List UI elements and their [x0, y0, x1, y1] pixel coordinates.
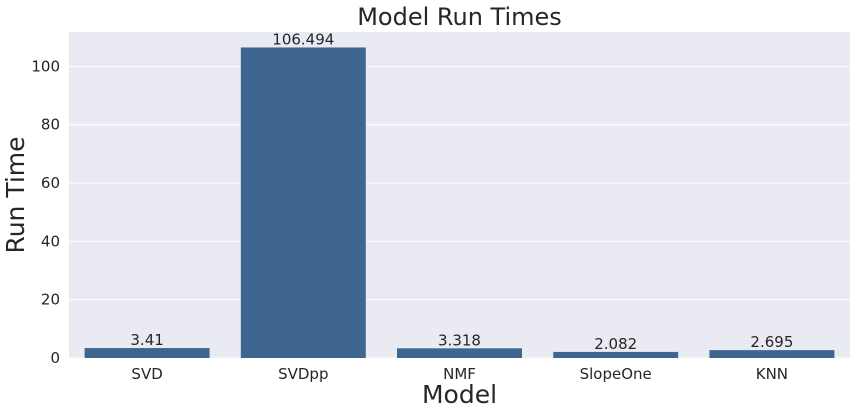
data-label: 2.695: [750, 333, 793, 351]
x-tick-label: SVD: [131, 365, 162, 383]
x-tick-label: SlopeOne: [580, 365, 652, 383]
bar-knn: [709, 350, 835, 358]
x-tick-label: NMF: [443, 365, 476, 383]
data-labels: 3.41 106.494 3.318 2.082 2.695: [130, 30, 793, 352]
plot-area: [69, 32, 850, 358]
data-label: 106.494: [272, 30, 334, 48]
y-tick-label: 60: [41, 174, 60, 192]
y-tick-label: 0: [50, 349, 60, 367]
chart-title: Model Run Times: [357, 3, 562, 31]
y-tick-label: 20: [41, 291, 60, 309]
bars: [84, 47, 835, 359]
bar-nmf: [397, 348, 522, 358]
data-label: 3.41: [130, 331, 163, 349]
data-label: 3.318: [438, 331, 481, 349]
y-tick-label: 40: [41, 232, 60, 250]
bar-svd: [84, 348, 210, 358]
bar-slopeone: [553, 351, 679, 358]
bar-svdpp: [240, 47, 366, 359]
x-axis-title: Model: [422, 380, 497, 409]
x-tick-label: KNN: [756, 365, 788, 383]
y-tick-label: 80: [41, 116, 60, 134]
data-label: 2.082: [594, 335, 637, 353]
x-tick-label: SVDpp: [278, 365, 328, 383]
x-axis-ticks: SVD SVDpp NMF SlopeOne KNN: [131, 365, 788, 383]
y-axis-ticks: 0 20 40 60 80 100: [31, 57, 60, 367]
y-axis-title: Run Time: [1, 136, 30, 253]
y-tick-label: 100: [31, 57, 60, 75]
